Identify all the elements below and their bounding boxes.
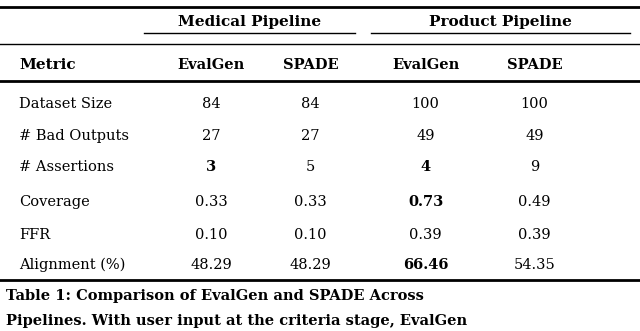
Text: 4: 4 [420, 160, 431, 174]
Text: Dataset Size: Dataset Size [19, 97, 113, 111]
Text: 100: 100 [412, 97, 440, 111]
Text: 49: 49 [525, 129, 543, 143]
Text: 84: 84 [301, 97, 320, 111]
Text: Product Pipeline: Product Pipeline [429, 15, 572, 28]
Text: 9: 9 [530, 160, 539, 174]
Text: # Assertions: # Assertions [19, 160, 114, 174]
Text: 0.10: 0.10 [294, 228, 326, 242]
Text: 5: 5 [306, 160, 315, 174]
Text: 54.35: 54.35 [513, 258, 556, 272]
Text: 0.73: 0.73 [408, 195, 444, 209]
Text: SPADE: SPADE [283, 58, 338, 71]
Text: FFR: FFR [19, 228, 51, 242]
Text: Coverage: Coverage [19, 195, 90, 209]
Text: 27: 27 [202, 129, 220, 143]
Text: 48.29: 48.29 [289, 258, 332, 272]
Text: EvalGen: EvalGen [392, 58, 460, 71]
Text: EvalGen: EvalGen [177, 58, 245, 71]
Text: SPADE: SPADE [507, 58, 562, 71]
Text: 84: 84 [202, 97, 221, 111]
Text: 0.33: 0.33 [294, 195, 327, 209]
Text: Medical Pipeline: Medical Pipeline [178, 15, 321, 28]
Text: Metric: Metric [19, 58, 76, 71]
Text: 100: 100 [520, 97, 548, 111]
Text: # Bad Outputs: # Bad Outputs [19, 129, 129, 143]
Text: 0.49: 0.49 [518, 195, 550, 209]
Text: Pipelines. With user input at the criteria stage, EvalGen: Pipelines. With user input at the criter… [6, 314, 468, 328]
Text: 0.33: 0.33 [195, 195, 228, 209]
Text: 48.29: 48.29 [190, 258, 232, 272]
Text: 27: 27 [301, 129, 319, 143]
Text: 0.10: 0.10 [195, 228, 227, 242]
Text: Table 1: Comparison of EvalGen and SPADE Across: Table 1: Comparison of EvalGen and SPADE… [6, 289, 424, 303]
Text: 66.46: 66.46 [403, 258, 449, 272]
Text: Alignment (%): Alignment (%) [19, 258, 125, 272]
Text: 0.39: 0.39 [518, 228, 550, 242]
Text: 0.39: 0.39 [410, 228, 442, 242]
Text: 49: 49 [417, 129, 435, 143]
Text: 3: 3 [206, 160, 216, 174]
